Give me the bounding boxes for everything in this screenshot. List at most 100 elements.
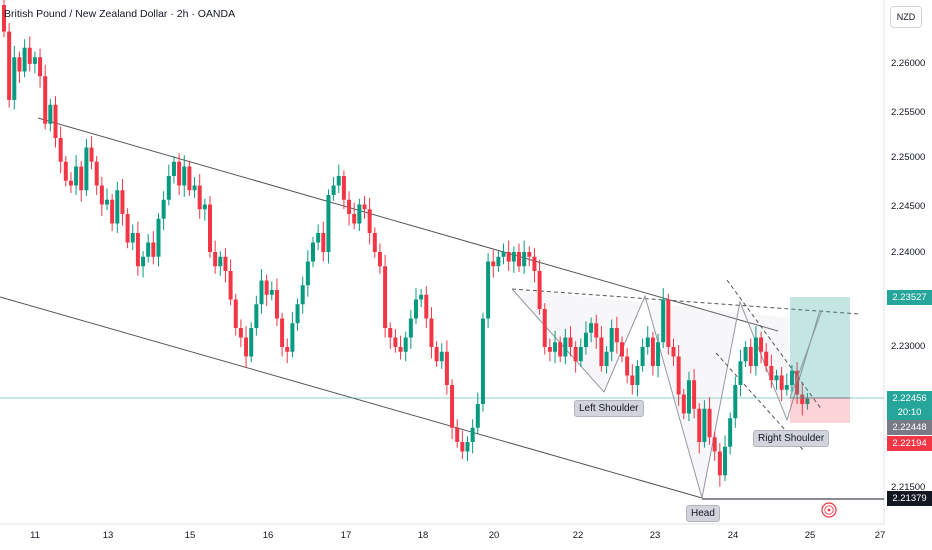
candle-body xyxy=(187,166,192,191)
candles xyxy=(2,0,810,487)
candle-body xyxy=(429,318,434,347)
candle-body xyxy=(115,190,120,224)
price-tag-low: 2.21379 xyxy=(887,491,932,506)
currency-button[interactable]: NZD xyxy=(890,6,922,28)
candle-body xyxy=(63,161,68,181)
candle-body xyxy=(274,290,279,319)
candle-body xyxy=(321,233,326,252)
candle-body xyxy=(465,442,470,452)
neckline xyxy=(511,288,861,315)
candle-body xyxy=(74,166,79,186)
x-tick-label: 16 xyxy=(262,530,274,541)
candle-body xyxy=(733,385,738,419)
right-shoulder-label[interactable]: Right Shoulder xyxy=(753,430,830,447)
candle-body xyxy=(645,337,650,347)
candle-body xyxy=(614,328,619,343)
candle-body xyxy=(692,380,697,409)
candle-body xyxy=(208,204,212,252)
candle-body xyxy=(27,47,32,64)
candle-body xyxy=(48,104,53,124)
y-tick-label: 2.24500 xyxy=(891,201,926,212)
candle-body xyxy=(12,57,17,100)
candle-body xyxy=(501,252,506,257)
candle-body xyxy=(244,337,249,357)
candle-body xyxy=(79,166,84,191)
candle-body xyxy=(213,252,218,267)
candle-body xyxy=(192,185,197,191)
candle-body xyxy=(238,328,243,338)
candle-body xyxy=(686,380,691,414)
candle-body xyxy=(738,361,743,385)
candle-body xyxy=(305,261,310,286)
candle-body xyxy=(110,199,115,224)
economic-event-icon[interactable] xyxy=(821,502,837,518)
x-tick-label: 11 xyxy=(30,530,40,541)
candle-body xyxy=(22,47,27,72)
left-shoulder-label[interactable]: Left Shoulder xyxy=(574,400,644,417)
candle-body xyxy=(249,328,254,357)
candle-body xyxy=(161,199,166,219)
candle-body xyxy=(7,31,12,101)
candle-body xyxy=(2,5,6,32)
candle-body xyxy=(650,337,655,366)
candle-body xyxy=(439,351,444,362)
candle-body xyxy=(290,323,295,352)
candle-body xyxy=(377,252,382,267)
candle-body xyxy=(38,57,43,77)
candle-body xyxy=(254,304,259,328)
candle-body xyxy=(146,242,151,257)
candle-body xyxy=(125,214,130,243)
candle-body xyxy=(800,394,805,404)
candle-body xyxy=(753,337,758,366)
candle-body xyxy=(182,166,187,186)
target-zone xyxy=(790,297,850,398)
candle-body xyxy=(393,337,398,347)
candle-body xyxy=(779,375,784,390)
candle-body xyxy=(388,328,393,338)
candle-body xyxy=(748,347,753,366)
channel-upper-line xyxy=(37,117,779,332)
candle-body xyxy=(728,418,733,447)
chart-title: British Pound / New Zealand Dollar · 2h … xyxy=(4,8,236,20)
candle-body xyxy=(218,256,223,267)
price-tag-entry: 2.22448 xyxy=(887,420,932,435)
candle-body xyxy=(43,76,48,124)
candle-body xyxy=(341,176,346,200)
candle-body xyxy=(486,261,491,319)
y-tick-label: 2.25000 xyxy=(891,152,926,163)
candle-body xyxy=(280,318,285,347)
x-tick-label: 17 xyxy=(340,530,352,541)
candle-body xyxy=(130,233,135,243)
candle-body xyxy=(264,280,269,295)
candle-body xyxy=(712,437,717,452)
candle-body xyxy=(89,147,94,162)
candle-body xyxy=(357,204,362,224)
x-tick-label: 13 xyxy=(102,530,114,541)
candle-body xyxy=(789,370,794,385)
y-tick-label: 2.24000 xyxy=(891,247,926,258)
candle-body xyxy=(491,261,496,267)
stop-zone xyxy=(790,398,850,423)
candle-body xyxy=(553,342,558,352)
candle-body xyxy=(99,185,104,205)
candle-body xyxy=(702,408,707,442)
candle-body xyxy=(635,366,640,385)
head-label[interactable]: Head xyxy=(686,505,720,522)
candle-body xyxy=(769,366,774,381)
candle-body xyxy=(609,328,614,352)
candle-body xyxy=(496,256,501,267)
candle-body xyxy=(717,451,722,476)
candle-body xyxy=(594,323,599,338)
hs-pattern-fill xyxy=(512,289,790,498)
candle-body xyxy=(542,309,547,347)
candle-body xyxy=(661,299,666,343)
candle-body xyxy=(408,318,413,338)
y-tick-label: 2.26000 xyxy=(891,58,926,69)
x-tick-label: 25 xyxy=(804,530,816,541)
candle-body xyxy=(269,290,274,295)
candle-body xyxy=(511,252,516,262)
candle-body xyxy=(223,256,228,271)
x-tick-label: 20 xyxy=(488,530,500,541)
candle-body xyxy=(326,195,331,252)
